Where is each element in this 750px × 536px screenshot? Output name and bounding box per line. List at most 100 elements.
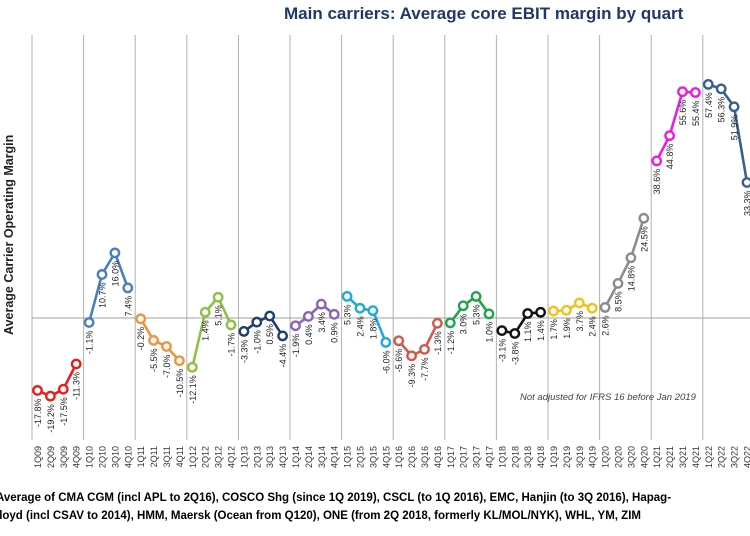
- x-tick-label: 4Q10: [123, 446, 133, 468]
- footnote-line-2: lloyd (incl CSAV to 2014), HMM, Maersk (…: [0, 510, 641, 522]
- series-2013: -3.3% 1Q13 -1.0% 2Q13 0.5% 3Q13 -4.4% 4Q13: [238, 310, 288, 468]
- data-label: 1.8%: [368, 319, 378, 340]
- x-tick-label: 2Q18: [510, 446, 520, 468]
- x-tick-label: 3Q12: [214, 446, 224, 468]
- data-label: 0.5%: [265, 324, 275, 345]
- data-label: 24.5%: [639, 226, 649, 252]
- x-tick-label: 3Q15: [368, 446, 378, 468]
- x-tick-label: 4Q14: [330, 446, 340, 468]
- x-tick-label: 2Q19: [562, 446, 572, 468]
- x-tick-label: 3Q10: [110, 446, 120, 468]
- x-tick-label: 2Q20: [614, 446, 624, 468]
- data-point: [651, 155, 663, 167]
- x-tick-label: 1Q10: [85, 446, 95, 468]
- series-line: [139, 318, 181, 362]
- x-tick-label: 2Q16: [407, 446, 417, 468]
- data-label: -12.1%: [188, 375, 198, 404]
- data-label: 33.3%: [743, 190, 750, 216]
- data-label: 1.4%: [536, 320, 546, 341]
- data-point: [496, 325, 508, 337]
- data-point: [702, 78, 714, 90]
- data-label: -5.5%: [149, 348, 159, 372]
- data-label: -10.5%: [175, 369, 185, 398]
- series-line: [501, 311, 541, 335]
- x-tick-label: 3Q17: [472, 446, 482, 468]
- x-tick-label: 1Q17: [446, 446, 456, 468]
- data-label: -0.2%: [136, 327, 146, 351]
- series-2021: 38.6% 1Q21 44.8% 2Q21 55.6% 3Q21 55.4% 4Q21: [651, 86, 701, 468]
- x-tick-label: 1Q19: [549, 446, 559, 468]
- data-point: [199, 306, 211, 318]
- data-point: [535, 306, 546, 318]
- data-label: -5.6%: [394, 349, 404, 373]
- data-label: 1.4%: [201, 320, 211, 341]
- data-point: [315, 298, 327, 310]
- data-point: [715, 83, 727, 95]
- x-tick-label: 2Q12: [201, 446, 211, 468]
- x-tick-label: 3Q18: [523, 446, 533, 468]
- data-point: [290, 320, 301, 332]
- series-2020: 2.6% 1Q20 8.5% 2Q20 14.8% 3Q20 24.5% 4Q20: [599, 212, 650, 468]
- data-point: [225, 319, 237, 331]
- data-point: [741, 177, 750, 188]
- series-2012: -12.1% 1Q12 1.4% 2Q12 5.1% 3Q12 -1.7% 4Q12: [186, 291, 237, 468]
- data-point: [599, 302, 611, 313]
- x-tick-label: 2Q11: [149, 446, 159, 467]
- x-tick-label: 4Q18: [536, 446, 546, 468]
- data-point: [32, 385, 43, 396]
- data-label: 1.7%: [549, 319, 559, 340]
- data-label: 7.4%: [123, 296, 133, 317]
- ifrs-annotation: Not adjusted for IFRS 16 before Jan 2019: [520, 392, 697, 403]
- series-line: [36, 363, 78, 398]
- data-point: [161, 341, 172, 352]
- x-tick-label: 3Q21: [678, 446, 688, 468]
- data-point: [109, 247, 121, 259]
- data-point: [509, 328, 521, 339]
- x-tick-label: 1Q20: [601, 446, 611, 468]
- data-label: -1.0%: [252, 330, 262, 354]
- x-tick-label: 4Q11: [175, 446, 185, 467]
- data-point: [406, 350, 417, 362]
- x-tick-label: 1Q22: [704, 446, 714, 468]
- data-label: 55.6%: [678, 100, 688, 126]
- data-point: [664, 130, 675, 142]
- x-tick-label: 1Q11: [136, 446, 146, 467]
- data-point: [612, 278, 624, 289]
- data-point: [186, 361, 198, 373]
- series-line: [655, 90, 696, 162]
- data-label: 5.1%: [214, 305, 224, 326]
- data-point: [341, 291, 353, 302]
- series-2014: -1.9% 1Q14 0.4% 2Q14 3.4% 3Q14 0.9% 4Q14: [290, 298, 340, 468]
- x-tick-label: 3Q14: [317, 446, 327, 468]
- data-point: [638, 212, 650, 224]
- data-label: 16.0%: [110, 261, 120, 287]
- data-label: -9.3%: [407, 364, 417, 388]
- data-point: [251, 316, 263, 328]
- x-tick-label: 3Q09: [59, 446, 69, 468]
- data-label: 10.7%: [98, 282, 108, 308]
- x-tick-label: 2Q14: [304, 446, 314, 468]
- data-point: [677, 86, 688, 98]
- series-line: [603, 217, 646, 309]
- data-label: 5.3%: [343, 304, 353, 325]
- data-point: [96, 269, 108, 280]
- data-point: [483, 308, 495, 320]
- data-point: [70, 358, 82, 370]
- x-tick-label: 4Q15: [381, 446, 391, 468]
- data-label: 14.8%: [626, 266, 636, 292]
- data-label: -3.3%: [239, 339, 249, 363]
- data-label: 1.9%: [562, 318, 572, 339]
- data-point: [354, 302, 366, 314]
- data-label: -6.0%: [381, 350, 391, 374]
- data-label: -1.2%: [446, 331, 456, 355]
- series-line: [87, 249, 130, 323]
- series-2015: 5.3% 1Q15 2.4% 2Q15 1.8% 3Q15 -6.0% 4Q15: [341, 291, 391, 468]
- data-label: 1.0%: [485, 322, 495, 343]
- x-tick-label: 2Q10: [98, 446, 108, 468]
- data-point: [367, 305, 379, 317]
- x-tick-label: 2Q22: [717, 446, 727, 468]
- data-label: 5.3%: [472, 304, 482, 325]
- data-label: -17.8%: [33, 398, 43, 427]
- series-line: [397, 322, 439, 358]
- data-label: 0.9%: [330, 322, 340, 343]
